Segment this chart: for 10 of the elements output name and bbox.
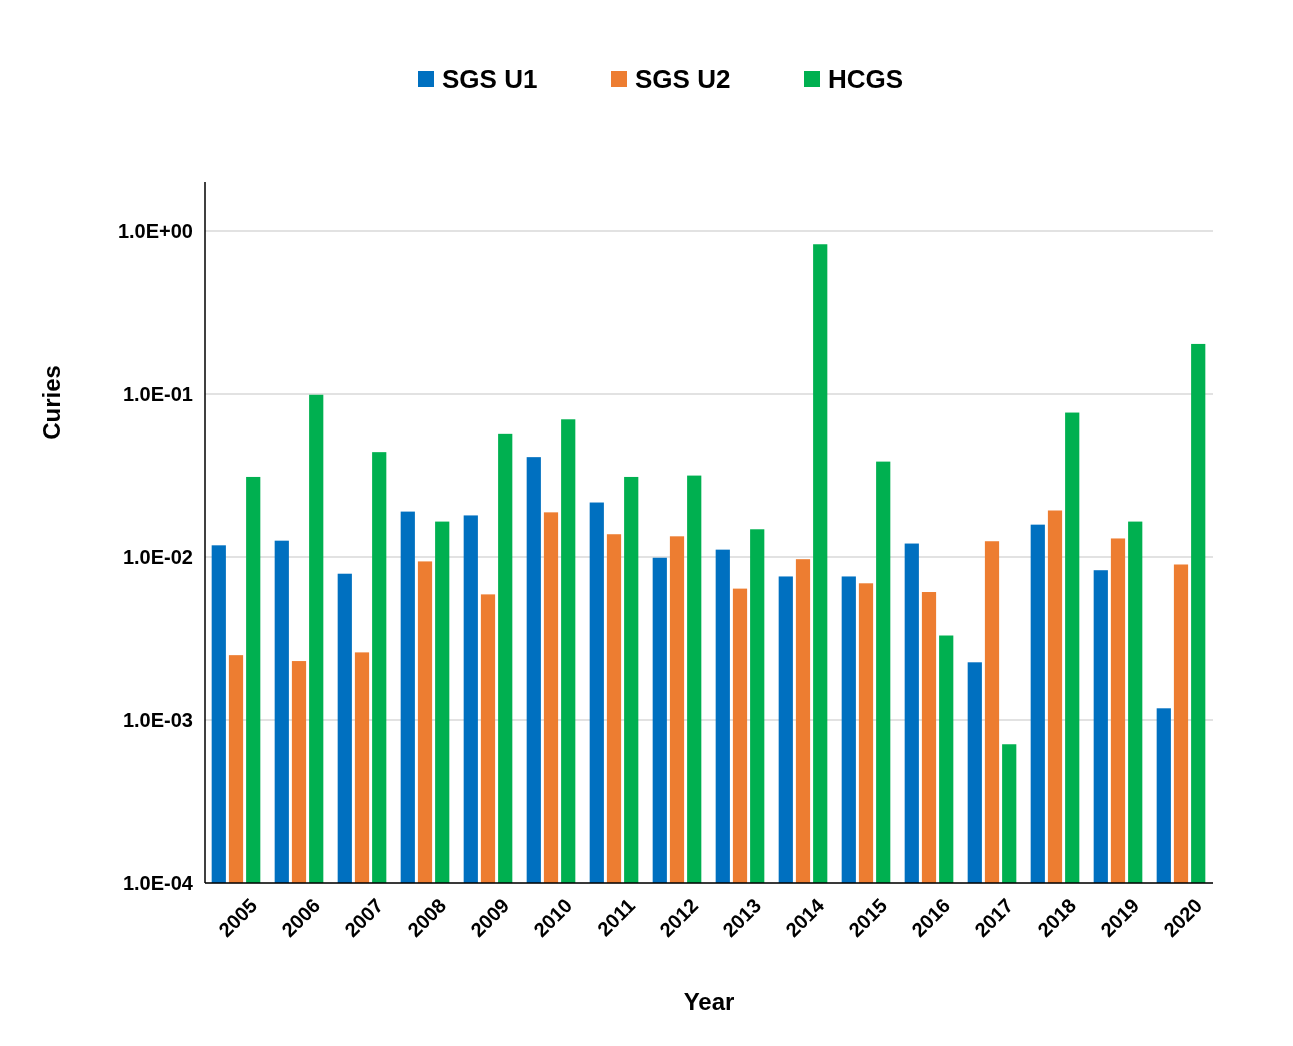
y-tick-label: 1.0E-02 xyxy=(122,546,193,569)
legend-label: SGS U1 xyxy=(442,64,538,95)
y-axis-title: Curies xyxy=(38,365,65,440)
y-tick-label: 1.0E-01 xyxy=(122,383,193,406)
y-tick-label: 1.0E+00 xyxy=(117,220,193,243)
legend-label: SGS U2 xyxy=(635,64,731,95)
y-tick-label: 1.0E-03 xyxy=(122,709,193,732)
x-axis-title: Year xyxy=(683,988,735,1015)
legend-label: HCGS xyxy=(828,64,904,95)
y-tick-label: 1.0E-04 xyxy=(122,872,194,894)
